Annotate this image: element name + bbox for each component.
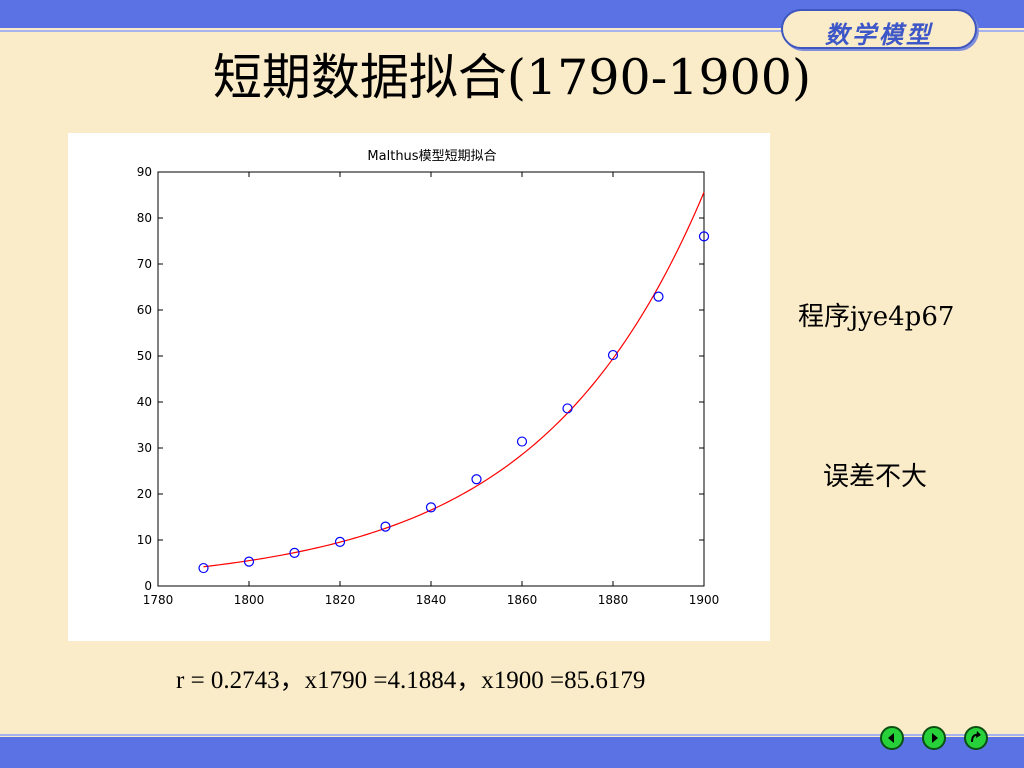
arrow-left-icon xyxy=(888,733,894,743)
data-point xyxy=(380,521,391,532)
x-tick-label: 1880 xyxy=(598,593,629,607)
x-tick-label: 1820 xyxy=(325,593,356,607)
program-note: 程序jye4p67 xyxy=(798,302,955,332)
x-tick-label: 1860 xyxy=(507,593,538,607)
data-point xyxy=(516,436,528,447)
return-button[interactable] xyxy=(964,726,988,750)
data-point xyxy=(289,547,300,558)
y-tick-label: 40 xyxy=(137,395,152,409)
course-badge: 数学模型 xyxy=(781,9,977,49)
fit-result-text: r = 0.2743，x1790 =4.1884，x1900 =85.6179 xyxy=(176,667,646,694)
data-point xyxy=(653,291,664,302)
data-point xyxy=(243,556,255,567)
data-points-layer xyxy=(198,231,710,574)
y-tick-label: 70 xyxy=(137,257,152,271)
y-tick-label: 80 xyxy=(137,211,152,225)
y-tick-label: 20 xyxy=(137,487,152,501)
bottom-bar xyxy=(0,737,1024,768)
arrow-right-icon xyxy=(932,733,938,743)
x-tick-label: 1900 xyxy=(689,593,720,607)
chart-title: Malthus模型短期拟合 xyxy=(367,149,496,164)
x-tick-label: 1800 xyxy=(234,593,265,607)
chart-figure: Malthus模型短期拟合 1780 1800 1820 1840 1860 1880 19… xyxy=(68,133,770,641)
y-tick-label: 0 xyxy=(144,579,152,593)
return-arrow-icon xyxy=(971,731,981,743)
x-tick-label: 1780 xyxy=(143,593,174,607)
axis-ticks: 1780 1800 1820 1840 1860 1880 1900 0 10 20 30 40 50 6… xyxy=(137,165,720,607)
data-point xyxy=(198,562,209,574)
y-tick-label: 10 xyxy=(137,533,152,547)
data-point xyxy=(425,502,437,513)
bottom-bar-divider xyxy=(0,734,1024,736)
data-point xyxy=(334,536,346,547)
plot-area xyxy=(157,171,705,587)
y-tick-label: 90 xyxy=(137,165,152,179)
prev-slide-button[interactable] xyxy=(880,726,904,750)
top-bar-divider xyxy=(0,30,1024,32)
data-point xyxy=(562,403,573,414)
malthus-chart: Malthus模型短期拟合 1780 1800 1820 1840 1860 1880 19… xyxy=(137,149,720,607)
y-tick-label: 60 xyxy=(137,303,152,317)
data-point xyxy=(471,474,482,485)
fit-curve-layer xyxy=(203,192,705,568)
slide-title: 短期数据拟合(1790-1900) xyxy=(212,49,812,106)
next-slide-button[interactable] xyxy=(922,726,946,750)
data-point xyxy=(698,231,710,242)
error-note: 误差不大 xyxy=(823,462,928,492)
fit-curve xyxy=(203,192,705,568)
y-tick-label: 50 xyxy=(137,349,152,363)
course-badge-label: 数学模型 xyxy=(825,21,933,49)
x-tick-label: 1840 xyxy=(416,593,447,607)
y-tick-label: 30 xyxy=(137,441,152,455)
data-point xyxy=(607,349,619,361)
